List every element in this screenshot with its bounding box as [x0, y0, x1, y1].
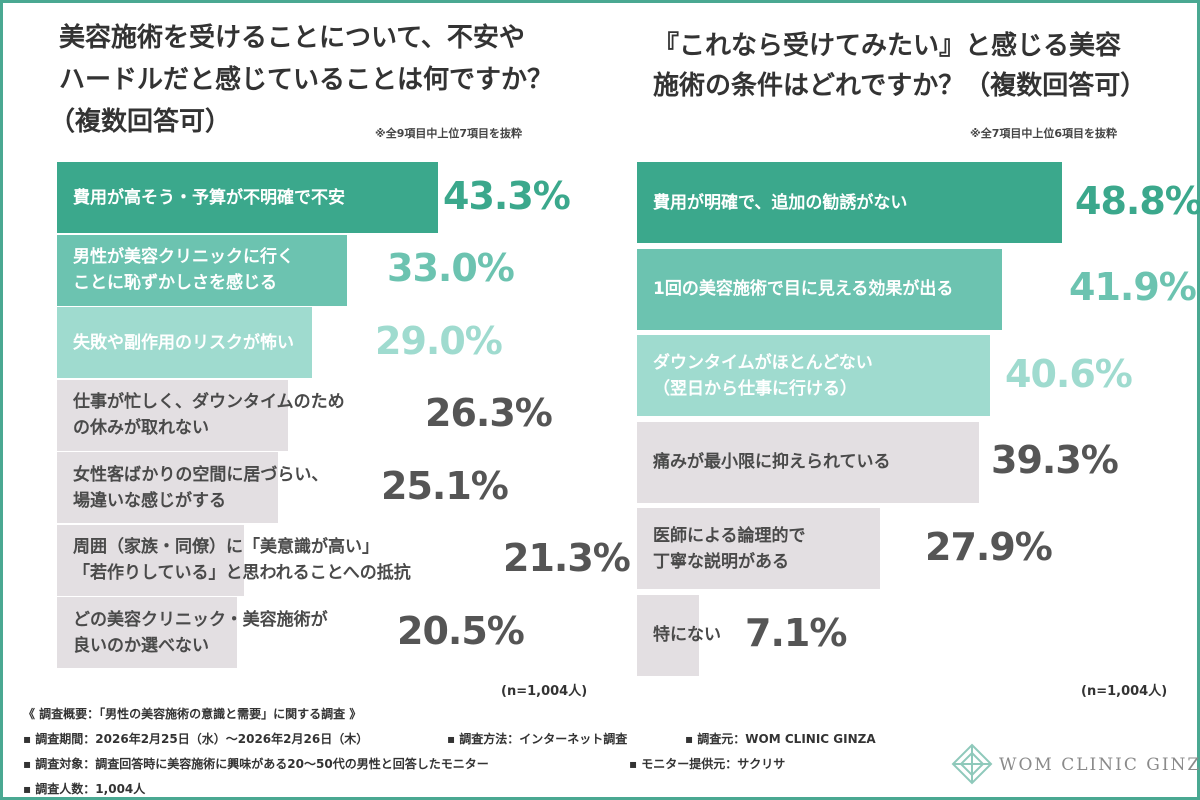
bar-label-6-line-1: 周囲（家族・同僚）に「美意識が高い」: [73, 537, 379, 557]
survey-period: ▪ 調査期間：2026年2月25日（水）〜2026年2月26日（木）: [23, 732, 369, 746]
value-label-4: 26.3%: [425, 391, 553, 435]
value-label-6: 21.3%: [503, 536, 631, 580]
bar-5: [57, 452, 278, 523]
right-title-line-1: 『これなら受けてみたい』と感じる美容: [653, 31, 1122, 61]
bar-label-3-line-1: ダウンタイムがほとんどない: [653, 352, 873, 373]
value-label-2: 41.9%: [1069, 265, 1197, 309]
value-label-3: 29.0%: [375, 318, 503, 363]
bar-label-2-line-2: ことに恥ずかしさを感じる: [73, 273, 277, 293]
right-sample-size: (n=1,004人): [1081, 684, 1168, 699]
survey-method: ▪ 調査方法：インターネット調査: [447, 732, 628, 746]
bar-label-1-line-1: 費用が明確で、追加の勧誘がない: [653, 192, 908, 213]
bar-6: [57, 524, 244, 596]
bar-5: [637, 508, 880, 589]
bar-7: [57, 597, 237, 668]
right-note: ※全7項目中上位6項目を抜粋: [970, 127, 1118, 140]
survey-count: ▪ 調査人数：1,004人: [23, 782, 146, 796]
bar-label-1-line-1: 費用が高そう・予算が不明確で不安: [73, 187, 345, 208]
left-title-line-3: （複数回答可）: [49, 107, 232, 137]
survey-summary: 《 調査概要：「男性の美容施術の意識と需要」に関する調査 》: [23, 707, 362, 721]
value-label-1: 43.3%: [443, 173, 571, 218]
left-note: ※全9項目中上位7項目を抜粋: [375, 127, 523, 140]
value-label-6: 7.1%: [745, 611, 847, 655]
bar-label-7-line-1: どの美容クリニック・美容施術が: [73, 609, 328, 630]
bar-3: [57, 307, 312, 378]
clinic-logo-text: WOM CLINIC GINZA: [999, 755, 1200, 775]
value-label-1: 48.8%: [1075, 178, 1200, 223]
bar-label-4-line-1: 仕事が忙しく、ダウンタイムのため: [73, 392, 345, 412]
bar-6: [637, 594, 699, 676]
bar-4: [637, 421, 979, 503]
value-label-7: 20.5%: [397, 608, 525, 653]
right-title-line-2: 施術の条件はどれですか？（複数回答可）: [653, 71, 1147, 101]
survey-source: ▪ 調査元：WOM CLINIC GINZA: [685, 732, 876, 746]
value-label-5: 27.9%: [925, 524, 1053, 569]
bar-label-3-line-2: （翌日から仕事に行ける）: [653, 378, 857, 399]
bar-label-5-line-1: 医師による論理的で: [653, 525, 806, 546]
left-title-line-1: 美容施術を受けることについて、不安や: [59, 23, 525, 53]
bar-1: [57, 162, 438, 233]
bar-label-4-line-2: の休みが取れない: [73, 418, 209, 438]
left-title-line-2: ハードルだと感じていることは何ですか？: [59, 65, 554, 95]
bar-label-4-line-1: 痛みが最小限に抑えられている: [653, 452, 891, 472]
value-label-5: 25.1%: [381, 463, 509, 508]
left-sample-size: (n=1,004人): [501, 684, 588, 699]
bar-1: [637, 162, 1062, 243]
bar-label-5-line-2: 場違いな感じがする: [73, 490, 226, 511]
bar-label-6-line-2: 「若作りしている」と思われることへの抵抗: [73, 563, 411, 583]
survey-target: ▪ 調査対象：調査回答時に美容施術に興味がある20〜50代の男性と回答したモニタ…: [23, 757, 489, 771]
bar-2: [57, 234, 347, 306]
value-label-3: 40.6%: [1005, 351, 1133, 396]
bar-3: [637, 335, 990, 416]
bar-label-2-line-1: 1回の美容施術で目に見える効果が出る: [653, 279, 954, 299]
value-label-4: 39.3%: [991, 438, 1119, 482]
bar-label-7-line-2: 良いのか選べない: [73, 635, 209, 656]
bar-4: [57, 379, 288, 451]
diamond-lattice-icon: [951, 743, 993, 785]
monitor-provider: ▪ モニター提供元：サクリサ: [629, 757, 786, 771]
bar-label-2-line-1: 男性が美容クリニックに行く: [73, 247, 294, 267]
bar-label-3-line-1: 失敗や副作用のリスクが怖い: [73, 332, 294, 353]
value-label-2: 33.0%: [387, 246, 515, 290]
bar-label-5-line-2: 丁寧な説明がある: [653, 551, 789, 572]
bar-label-5-line-1: 女性客ばかりの空間に居づらい、: [73, 464, 329, 485]
bar-2: [637, 248, 1002, 330]
bar-label-6-line-1: 特にない: [653, 625, 721, 645]
